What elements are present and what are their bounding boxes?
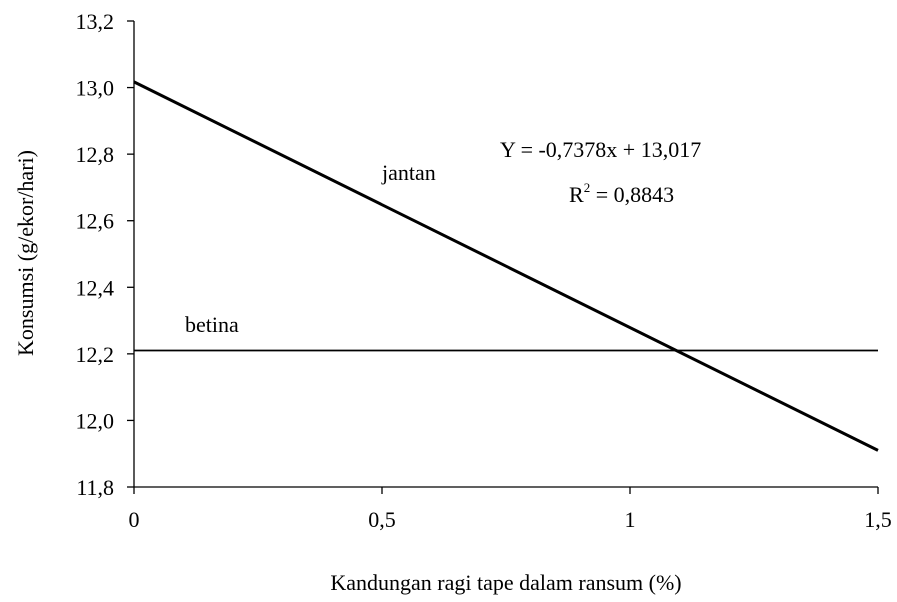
series-label-jantan: jantan xyxy=(381,160,436,185)
regression-equation: Y = -0,7378x + 13,017 xyxy=(500,137,701,162)
y-tick-label: 12,2 xyxy=(76,342,115,367)
y-tick-label: 12,0 xyxy=(76,408,115,433)
y-tick-label: 12,6 xyxy=(76,209,115,234)
x-axis-ticks: 0 0,5 1 1,5 xyxy=(129,487,892,532)
x-tick-label: 0,5 xyxy=(368,507,396,532)
x-tick-label: 1,5 xyxy=(864,507,892,532)
y-axis-title: Konsumsi (g/ekor/hari) xyxy=(13,150,38,356)
r-squared-annotation: R2 = 0,8843 xyxy=(569,180,674,207)
series-label-betina: betina xyxy=(185,312,239,337)
y-tick-label: 12,4 xyxy=(76,275,115,300)
y-tick-label: 11,8 xyxy=(76,475,114,500)
x-axis-title: Kandungan ragi tape dalam ransum (%) xyxy=(330,570,681,595)
x-tick-label: 1 xyxy=(625,507,636,532)
series-line-jantan xyxy=(133,80,879,452)
y-axis-ticks: 11,8 12,0 12,2 12,4 12,6 12,8 13,0 13,2 xyxy=(76,9,134,500)
y-tick-label: 13,0 xyxy=(76,76,115,101)
x-tick-label: 0 xyxy=(129,507,140,532)
series-lines xyxy=(133,80,879,452)
y-tick-label: 13,2 xyxy=(76,9,115,34)
y-tick-label: 12,8 xyxy=(76,142,115,167)
